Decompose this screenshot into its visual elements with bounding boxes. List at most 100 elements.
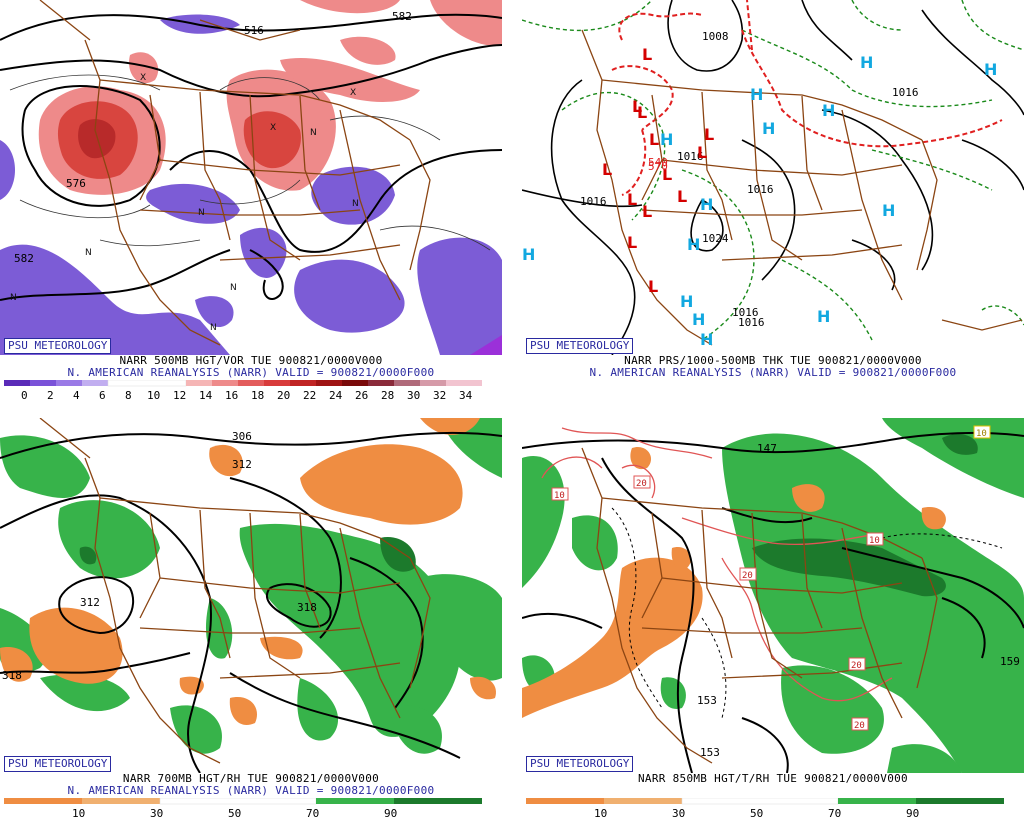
panel-title: NARR 850MB HGT/T/RH TUE 900821/0000V000	[638, 772, 908, 785]
panel-700mb: 306 312 312 318 318 PSU METEOROLOGY NARR…	[0, 418, 502, 820]
low-center: L	[632, 97, 642, 116]
low-center: L	[637, 103, 647, 122]
vorticity-map: 516 582 576 582 X X X N N N N N N N	[0, 0, 502, 355]
red-thickness-contours	[611, 0, 1003, 196]
svg-text:4: 4	[73, 389, 80, 402]
high-center: H	[822, 101, 835, 120]
panel-500mb: 516 582 576 582 X X X N N N N N N N PSU …	[0, 0, 502, 402]
svg-text:1016: 1016	[738, 316, 765, 329]
contour-label: 576	[66, 177, 86, 190]
height-contours	[0, 13, 502, 301]
legend-swatches	[4, 798, 482, 805]
svg-text:159: 159	[1000, 655, 1020, 668]
psu-meteorology-badge: PSU METEOROLOGY	[526, 756, 634, 772]
temp-label: 20	[851, 717, 869, 731]
svg-text:50: 50	[750, 807, 763, 820]
700mb-contour-labels: 306 312 312 318 318	[2, 430, 317, 682]
svg-text:10: 10	[869, 536, 880, 546]
svg-text:N: N	[198, 208, 205, 218]
temp-label: 10	[866, 532, 884, 546]
svg-text:153: 153	[700, 746, 720, 759]
svg-text:X: X	[350, 88, 356, 98]
svg-text:N: N	[10, 293, 17, 303]
psu-meteorology-badge: PSU METEOROLOGY	[4, 338, 112, 354]
svg-text:10: 10	[554, 491, 565, 501]
political-borders	[581, 447, 938, 764]
svg-text:318: 318	[2, 669, 22, 682]
svg-text:8: 8	[125, 389, 132, 402]
temp-label: 20	[848, 657, 866, 671]
low-center: L	[662, 165, 672, 184]
panel-title: NARR 500MB HGT/VOR TUE 900821/0000V000	[119, 354, 383, 367]
panel-title: NARR PRS/1000-500MB THK TUE 900821/0000V…	[624, 354, 922, 367]
rh-850mb-map: 147 153 153 159 10 20 20 10 20 20 10	[522, 418, 1024, 773]
svg-text:N: N	[210, 323, 217, 333]
contour-label: 516	[244, 24, 264, 37]
temp-label: 10	[551, 487, 569, 501]
svg-text:10: 10	[594, 807, 607, 820]
low-center: L	[602, 160, 612, 179]
legend-swatches	[4, 380, 482, 387]
corner-fill	[470, 335, 502, 355]
svg-text:N: N	[85, 248, 92, 258]
map-700mb: 306 312 312 318 318	[0, 418, 502, 773]
high-center: H	[680, 292, 693, 311]
svg-text:32: 32	[433, 389, 446, 402]
dry-rh-areas	[0, 418, 496, 726]
legend-swatches	[526, 798, 1004, 805]
svg-text:306: 306	[232, 430, 252, 443]
low-center: L	[627, 190, 637, 209]
low-center: L	[648, 277, 658, 296]
map-850mb: 147 153 153 159 10 20 20 10 20 20 10	[522, 418, 1024, 773]
temp-label: 20	[633, 475, 651, 489]
svg-text:312: 312	[80, 596, 100, 609]
low-center: L	[697, 143, 707, 162]
svg-text:18: 18	[251, 389, 264, 402]
low-center: L	[627, 233, 637, 252]
very-moist-rh-areas	[79, 537, 416, 572]
svg-text:1024: 1024	[702, 232, 729, 245]
svg-text:30: 30	[150, 807, 163, 820]
svg-text:70: 70	[828, 807, 841, 820]
svg-text:1016: 1016	[677, 150, 704, 163]
svg-text:1016: 1016	[732, 306, 759, 319]
svg-text:20: 20	[854, 721, 865, 731]
svg-text:20: 20	[851, 661, 862, 671]
legend-ticks: 0 2 4 6 8 10 12 14 16 18 20 22 24 26 28 …	[21, 389, 473, 402]
high-center: H	[700, 195, 713, 214]
low-center: L	[642, 202, 652, 221]
panel-subtitle: N. AMERICAN REANALYSIS (NARR) VALID = 90…	[67, 366, 435, 379]
vorticity-color-legend: 0 2 4 6 8 10 12 14 16 18 20 22 24 26 28 …	[4, 380, 482, 402]
panel-subtitle: N. AMERICAN REANALYSIS (NARR) VALID = 90…	[589, 366, 957, 379]
svg-text:28: 28	[381, 389, 394, 402]
low-center: L	[704, 125, 714, 144]
legend-ticks: 10 30 50 70 90	[72, 807, 397, 820]
temp-label: 20	[739, 567, 757, 581]
temp-label: 10	[973, 425, 991, 439]
legend-bar: 10 30 50 70 90	[526, 798, 1004, 820]
svg-text:90: 90	[384, 807, 397, 820]
svg-text:X: X	[270, 123, 276, 133]
svg-text:24: 24	[329, 389, 343, 402]
svg-text:70: 70	[306, 807, 319, 820]
svg-text:N: N	[310, 128, 317, 138]
political-borders	[581, 29, 1023, 346]
high-center: H	[984, 60, 997, 79]
low-center: L	[677, 187, 687, 206]
political-borders	[39, 418, 431, 764]
high-center: H	[882, 201, 895, 220]
vorticity-symbols: X X X N N N N N N N	[10, 73, 359, 333]
svg-text:22: 22	[303, 389, 316, 402]
svg-text:10: 10	[72, 807, 85, 820]
500mb-contour-labels: 516 582 576 582	[14, 10, 412, 265]
svg-text:20: 20	[277, 389, 290, 402]
political-borders	[39, 0, 431, 346]
svg-text:20: 20	[742, 571, 753, 581]
svg-text:153: 153	[697, 694, 717, 707]
svg-text:12: 12	[173, 389, 186, 402]
svg-text:N: N	[230, 283, 237, 293]
svg-text:10: 10	[147, 389, 160, 402]
temp-dashed-contours	[611, 507, 1003, 719]
contour-label: 582	[14, 252, 34, 265]
psu-meteorology-badge: PSU METEOROLOGY	[4, 756, 112, 772]
